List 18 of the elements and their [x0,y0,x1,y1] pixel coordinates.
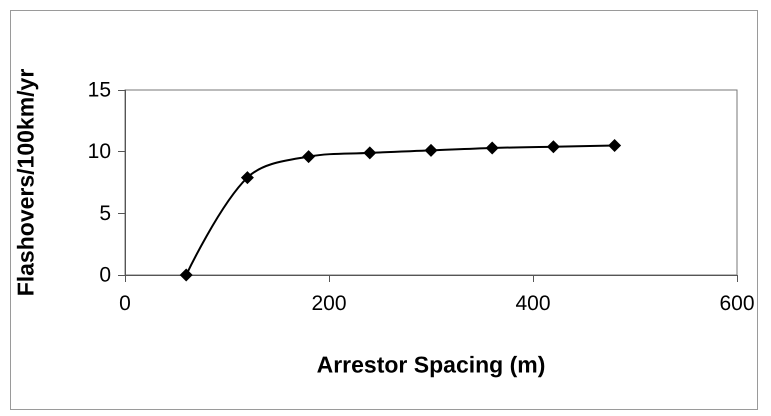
point [424,144,438,157]
point [608,139,622,152]
y-tick-label: 0 [99,264,111,286]
point [486,141,499,154]
x-tick-label: 600 [719,292,755,315]
point [363,146,376,160]
y-tick-label: 15 [88,78,111,102]
x-tick-label: 0 [119,292,131,315]
x-tick-label: 400 [515,292,551,315]
x-axis-title: Arrestor Spacing (m) [316,352,546,378]
y-tick-label: 5 [99,202,111,225]
point [240,171,254,184]
point [180,268,193,282]
point [302,150,316,164]
y-tick-label: 10 [88,140,111,164]
x-tick-label: 200 [311,292,347,315]
point [546,140,560,154]
y-axis-title: Flashovers/100km/yr [12,68,38,296]
